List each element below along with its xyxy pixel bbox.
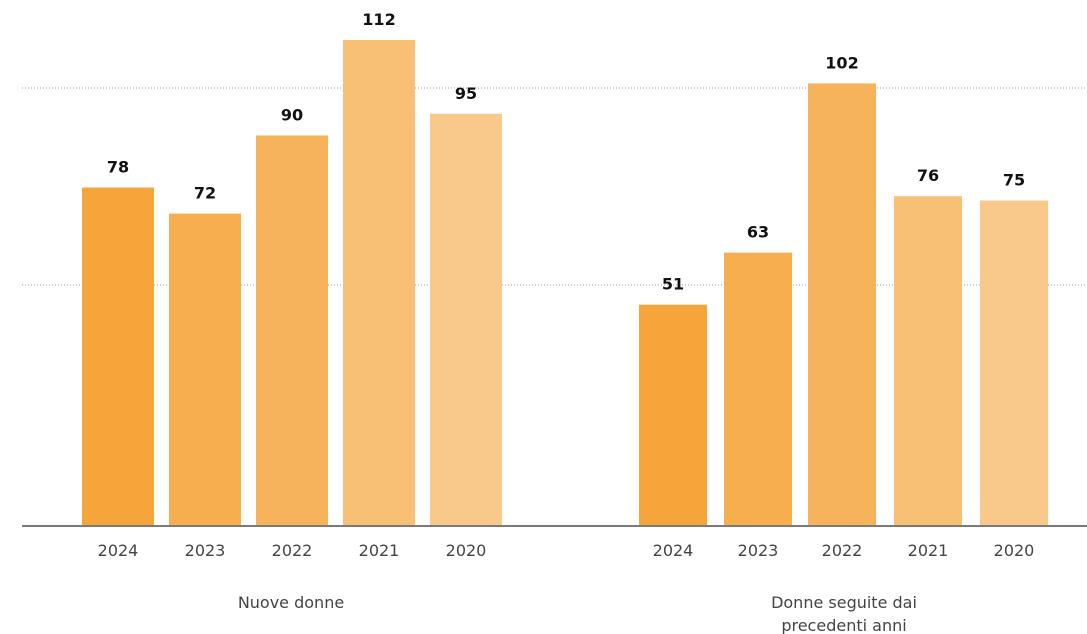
- data-label: 112: [362, 10, 395, 29]
- bar: [980, 200, 1048, 526]
- data-label: 51: [662, 275, 684, 294]
- x-tick-label: 2020: [446, 541, 487, 560]
- bar: [724, 252, 792, 526]
- x-tick-label: 2021: [359, 541, 400, 560]
- group-label: precedenti anni: [781, 616, 906, 634]
- x-tick-label: 2023: [738, 541, 779, 560]
- bar: [639, 304, 707, 526]
- x-tick-label: 2023: [185, 541, 226, 560]
- data-label: 102: [825, 53, 858, 72]
- x-tick-label: 2021: [908, 541, 949, 560]
- x-tick-label: 2020: [994, 541, 1035, 560]
- data-label: 78: [107, 158, 129, 177]
- bar: [169, 213, 241, 527]
- x-tick-label: 2024: [98, 541, 139, 560]
- value-labels: 78 72 90 112 95 51 63 102 76 75: [107, 10, 1025, 294]
- bar: [430, 113, 502, 527]
- bars: [82, 40, 1048, 527]
- bar: [894, 196, 962, 526]
- data-label: 95: [455, 84, 477, 103]
- data-label: 72: [194, 184, 216, 203]
- x-tick-label: 2022: [822, 541, 863, 560]
- x-tick-labels: 2024 2023 2022 2021 2020 2024 2023 2022 2021 2020: [98, 541, 1035, 560]
- bar: [808, 83, 876, 527]
- bar: [256, 135, 328, 526]
- x-tick-label: 2022: [272, 541, 313, 560]
- group-label: Donne seguite dai: [771, 593, 917, 612]
- data-label: 90: [281, 105, 303, 124]
- group-labels: Nuove donne Donne seguite dai precedenti a…: [238, 593, 917, 634]
- data-label: 63: [747, 223, 769, 242]
- bar: [82, 187, 154, 527]
- x-tick-label: 2024: [653, 541, 694, 560]
- bar: [343, 40, 415, 526]
- group-label: Nuove donne: [238, 593, 344, 612]
- data-label: 76: [917, 166, 939, 185]
- data-label: 75: [1003, 171, 1025, 190]
